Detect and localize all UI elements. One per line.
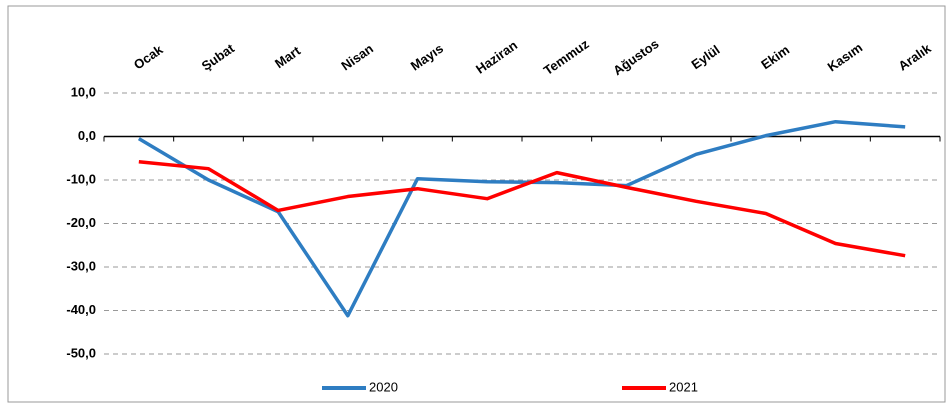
x-tick-label: Şubat <box>199 40 238 73</box>
x-tick-label: Aralık <box>895 40 934 73</box>
x-tick-label: Ocak <box>131 41 166 72</box>
y-tick-label: -50,0 <box>66 345 96 360</box>
x-tick-label: Nisan <box>338 41 376 74</box>
x-tick-label: Ekim <box>758 42 792 72</box>
legend-label: 2021 <box>669 379 698 394</box>
y-tick-label: -20,0 <box>66 215 96 230</box>
line-series <box>138 159 906 258</box>
y-tick-label: -30,0 <box>66 258 96 273</box>
y-tick-label: -10,0 <box>66 171 96 186</box>
y-tick-label: 0,0 <box>78 128 96 143</box>
x-tick-label: Eylül <box>689 42 723 72</box>
x-tick-label: Kasım <box>825 40 866 75</box>
legend-label: 2020 <box>369 379 398 394</box>
x-tick-label: Temmuz <box>541 36 592 78</box>
x-tick-label: Mayıs <box>408 41 446 74</box>
y-tick-label: 10,0 <box>71 84 96 99</box>
line-series <box>137 119 906 318</box>
x-tick-label: Haziran <box>473 37 520 76</box>
chart-frame <box>7 5 946 403</box>
x-tick-label: Mart <box>272 43 304 71</box>
y-tick-label: -40,0 <box>66 302 96 317</box>
x-tick-label: Ağustos <box>610 36 661 78</box>
